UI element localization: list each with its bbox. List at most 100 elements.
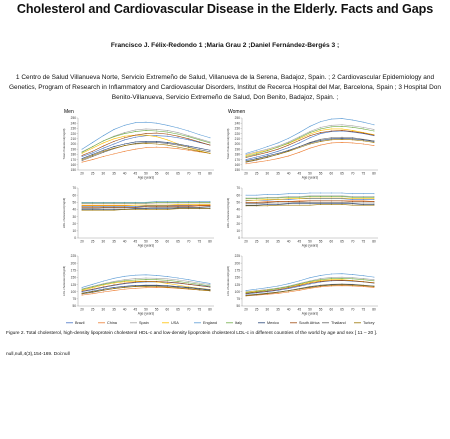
data-point	[92, 288, 94, 290]
data-point	[277, 196, 279, 198]
data-point	[145, 141, 147, 143]
data-point	[166, 135, 168, 137]
data-point	[373, 193, 375, 195]
data-point	[277, 285, 279, 287]
data-point	[188, 201, 190, 203]
data-point	[177, 206, 179, 208]
y-tick-label: 200	[235, 142, 241, 146]
data-point	[352, 284, 354, 286]
x-tick-label: 50	[144, 240, 148, 244]
data-point	[320, 128, 322, 130]
data-point	[177, 201, 179, 203]
data-point	[298, 201, 300, 203]
data-point	[298, 151, 300, 153]
y-tick-label: 60	[72, 193, 76, 197]
data-point	[288, 144, 290, 146]
y-tick-label: 225	[71, 254, 77, 258]
data-point	[298, 288, 300, 290]
data-point	[188, 287, 190, 289]
data-point	[134, 202, 136, 204]
data-point	[373, 203, 375, 205]
data-point	[209, 205, 211, 207]
y-tick-label: 125	[235, 283, 241, 287]
x-tick-label: 40	[287, 308, 291, 312]
data-point	[245, 290, 247, 292]
y-tick-label: 240	[235, 121, 241, 125]
data-point	[166, 201, 168, 203]
data-point	[113, 281, 115, 283]
data-point	[134, 129, 136, 131]
data-point	[177, 277, 179, 279]
data-point	[145, 130, 147, 131]
figure-caption: Figure 2. Total cholesterol, high-densit…	[6, 331, 378, 336]
x-tick-label: 40	[123, 308, 127, 312]
data-point	[92, 206, 94, 208]
x-tick-label: 60	[166, 240, 170, 244]
data-point	[113, 140, 115, 142]
data-point	[81, 288, 83, 290]
data-point	[177, 135, 179, 137]
data-point	[134, 148, 136, 150]
data-point	[177, 148, 179, 150]
y-tick-label: 30	[236, 215, 240, 219]
data-point	[320, 201, 322, 203]
data-point	[134, 279, 136, 281]
data-point	[177, 146, 179, 148]
data-point	[92, 208, 94, 210]
data-point	[81, 206, 83, 208]
y-tick-label: 150	[71, 276, 77, 280]
data-point	[266, 198, 268, 200]
data-point	[113, 277, 115, 279]
data-point	[341, 277, 343, 279]
data-point	[245, 200, 247, 202]
data-point	[341, 192, 343, 194]
data-point	[198, 204, 200, 206]
data-point	[113, 207, 115, 209]
data-point	[113, 146, 115, 148]
x-tick-label: 55	[155, 172, 159, 176]
data-point	[266, 148, 268, 150]
data-point	[352, 200, 354, 202]
data-point	[198, 283, 200, 285]
data-point	[134, 201, 136, 203]
data-point	[330, 279, 332, 281]
data-point	[134, 206, 136, 208]
data-point	[362, 204, 364, 206]
data-point	[266, 197, 268, 199]
data-point	[188, 149, 190, 151]
data-point	[81, 152, 83, 154]
data-point	[309, 137, 311, 139]
data-point	[288, 141, 290, 143]
data-point	[330, 201, 332, 203]
panel-title-women: Women	[228, 109, 245, 115]
x-tick-label: 75	[198, 240, 202, 244]
data-point	[298, 136, 300, 138]
data-point	[145, 202, 147, 204]
x-tick-label: 80	[372, 172, 376, 176]
panel-men-ldl: 50 75 100 125 150 175 200 225 20 25 30 35 40 45 50 55 60…	[62, 254, 214, 316]
data-point	[288, 288, 290, 290]
data-point	[188, 282, 190, 284]
panel-women-ldl: 50 75 100 125 150 175 200 225 20 25 30 35 40 45 50 55 60…	[226, 254, 378, 316]
data-point	[245, 205, 247, 207]
data-point	[309, 280, 311, 282]
data-point	[256, 159, 258, 161]
data-point	[320, 198, 322, 200]
data-point	[134, 122, 136, 124]
data-point	[102, 283, 104, 285]
data-point	[113, 206, 115, 208]
data-point	[277, 202, 279, 204]
data-point	[81, 204, 83, 206]
x-tick-label: 75	[198, 308, 202, 312]
y-tick-label: 70	[72, 186, 76, 190]
data-point	[320, 130, 322, 131]
data-point	[362, 121, 364, 123]
data-point	[245, 198, 247, 200]
data-point	[156, 128, 158, 130]
data-point	[102, 156, 104, 157]
data-point	[166, 133, 168, 135]
data-point	[288, 291, 290, 293]
data-point	[341, 284, 343, 286]
data-point	[330, 197, 332, 199]
